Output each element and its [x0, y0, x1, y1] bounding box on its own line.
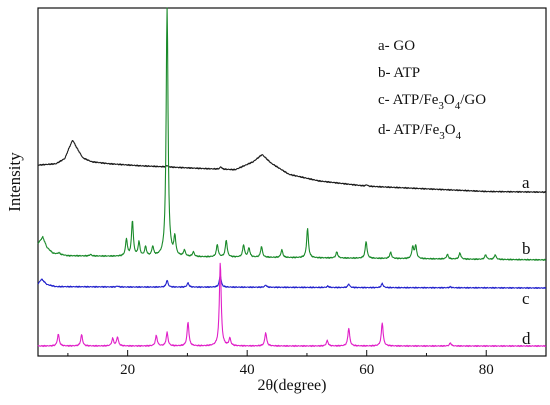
y-axis-label: Intensity [5, 152, 24, 212]
series-line-a [37, 139, 547, 194]
legend-entry: d- ATP/Fe3O4 [378, 122, 462, 142]
legend-entry: a- GO [378, 38, 415, 54]
series-layer [37, 7, 547, 348]
legend: a- GO b- ATP c- ATP/Fe3O4/GO d- ATP/Fe3O4 [378, 38, 486, 142]
trace-label-c: c [522, 289, 530, 308]
trace-labels: a b c d [522, 173, 531, 348]
trace-label-a: a [522, 173, 530, 192]
x-tick-label: 80 [479, 362, 494, 378]
plot-frame [37, 7, 547, 357]
trace-label-b: b [522, 239, 531, 258]
series-line-b [37, 7, 547, 261]
x-tick-label: 60 [359, 362, 374, 378]
x-tick-label: 20 [120, 362, 135, 378]
x-axis-ticks: 20 40 60 80 [67, 350, 547, 378]
x-tick-label: 40 [240, 362, 255, 378]
x-axis-label: 2θ(degree) [258, 377, 327, 394]
trace-label-d: d [522, 329, 531, 348]
series-line-d [37, 262, 547, 348]
series-line-c [37, 274, 547, 290]
legend-entry: b- ATP [378, 65, 420, 81]
legend-entry: c- ATP/Fe3O4/GO [378, 92, 486, 112]
